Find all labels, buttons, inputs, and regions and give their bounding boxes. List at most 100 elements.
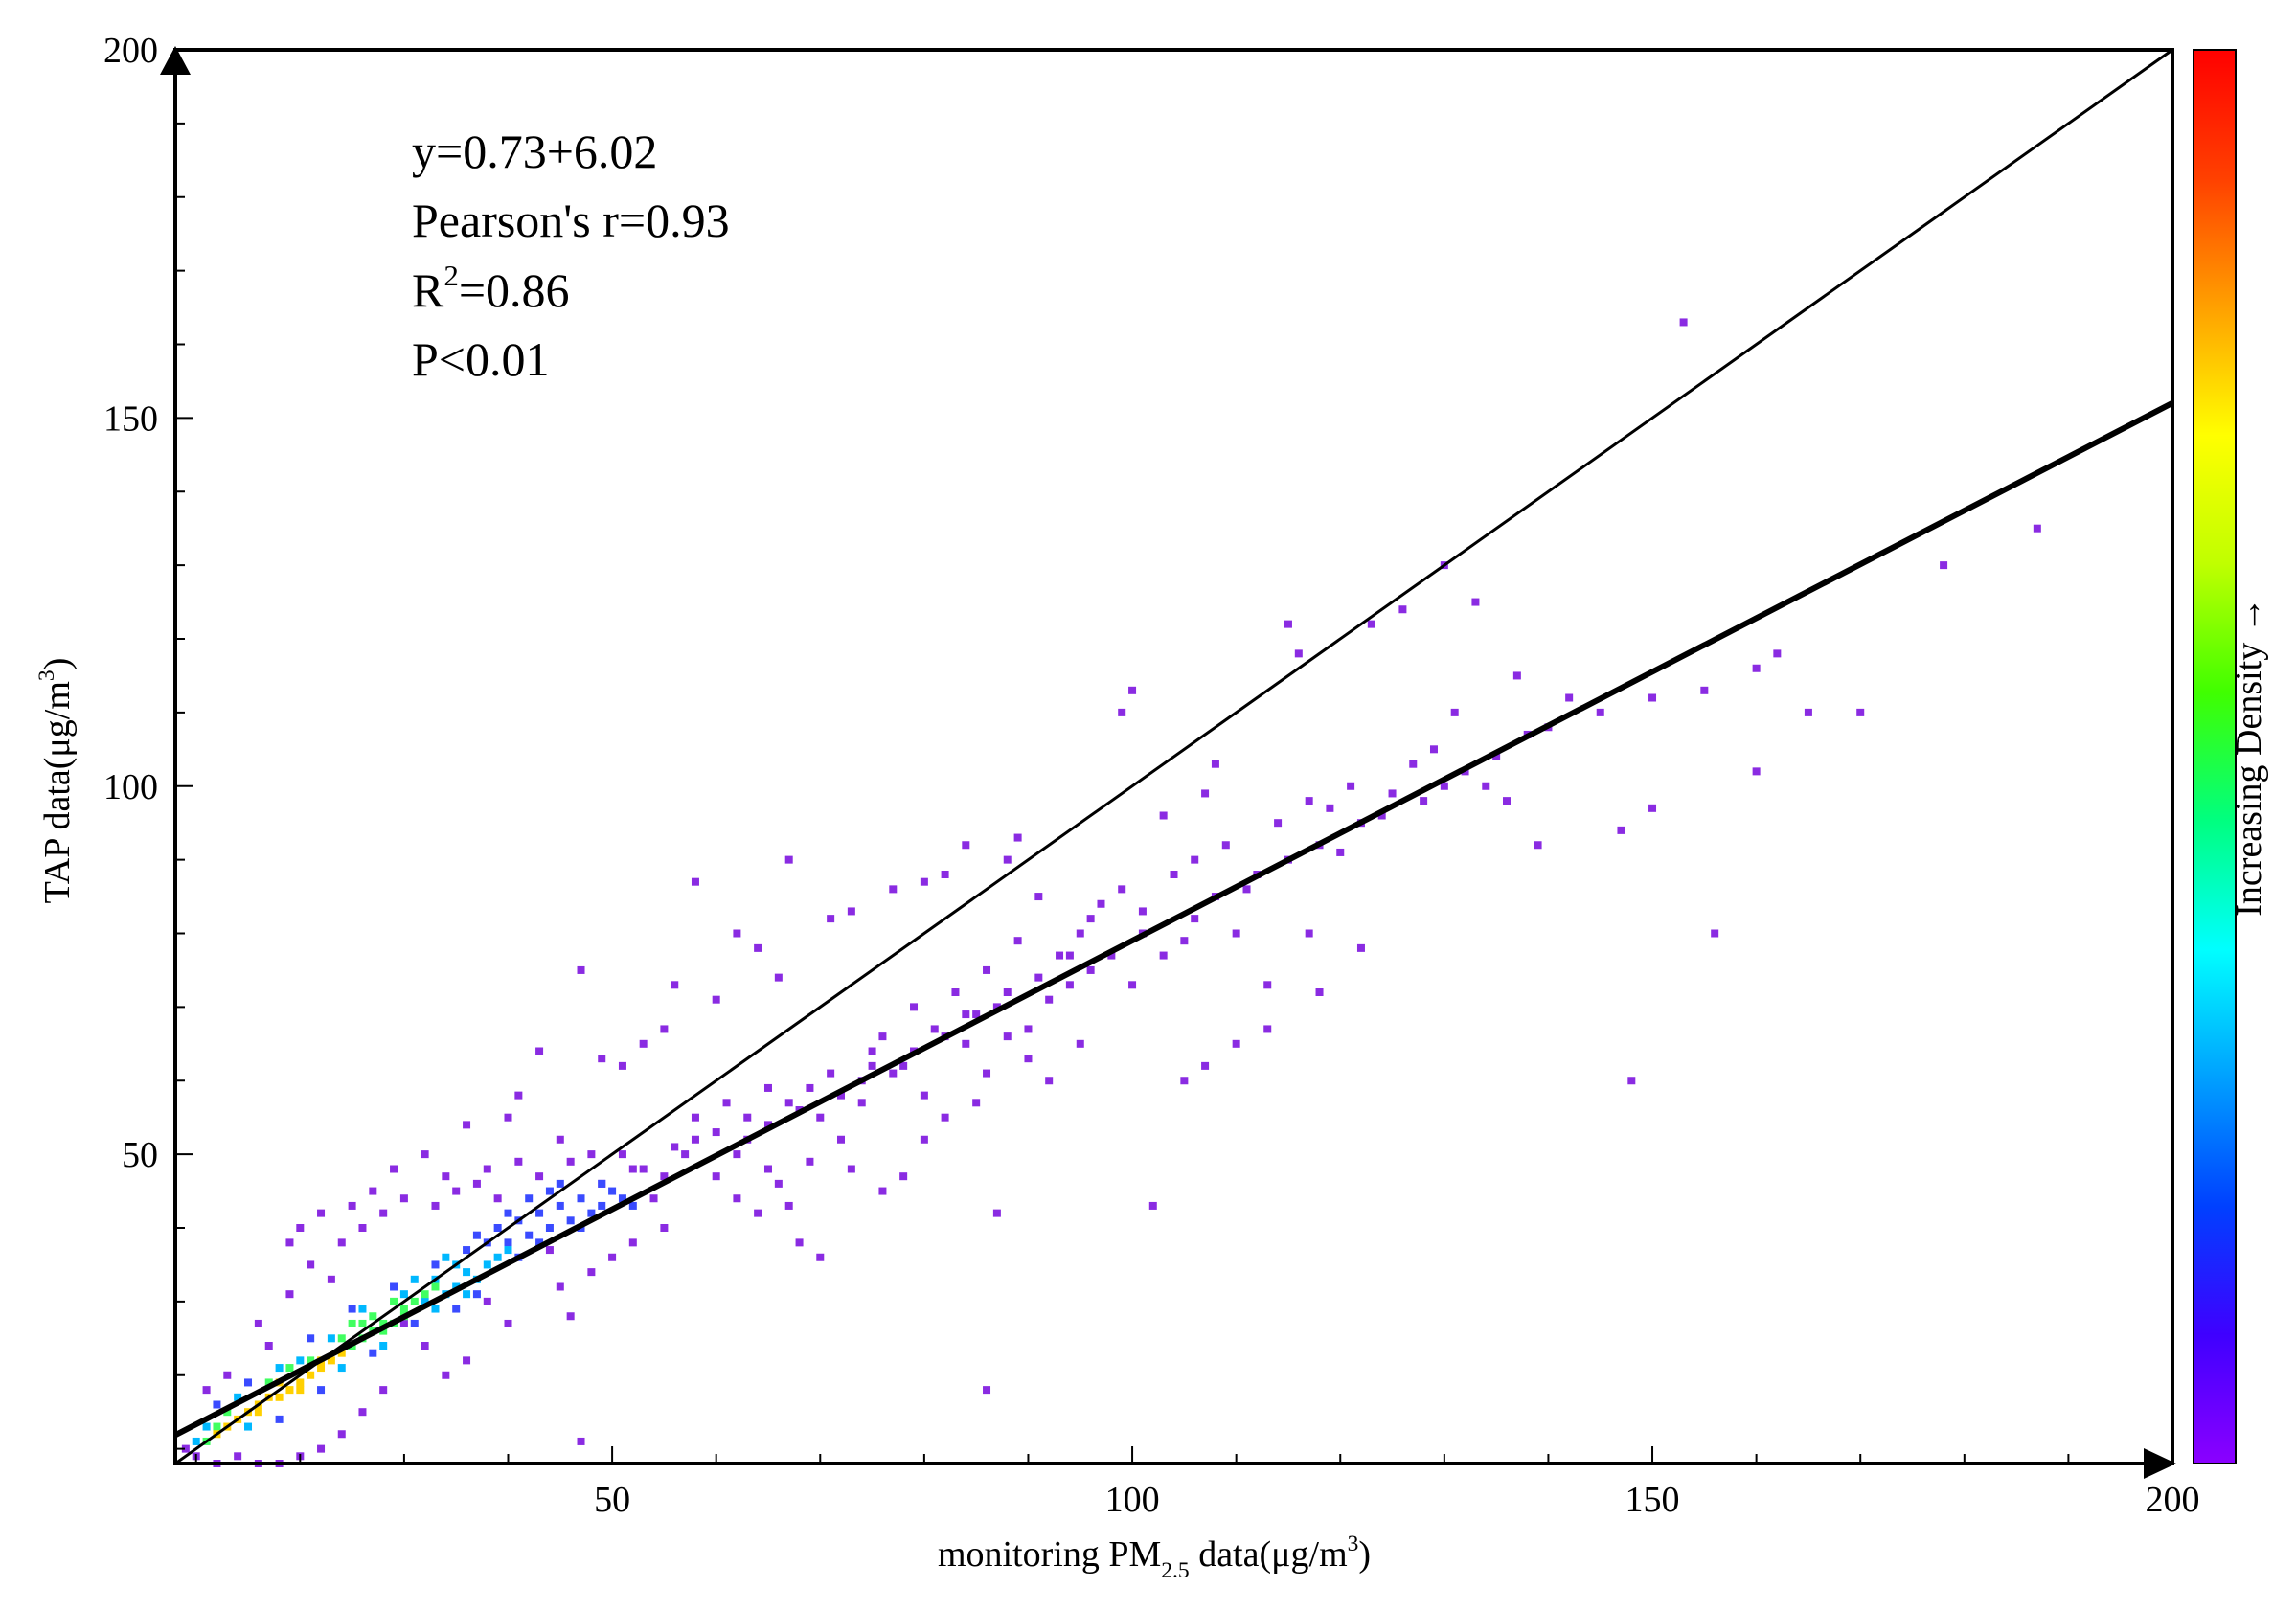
data-point (951, 988, 960, 996)
data-point (691, 877, 699, 886)
data-point (1711, 929, 1719, 938)
data-point (348, 1305, 356, 1313)
data-point (733, 1194, 741, 1203)
data-point (577, 1194, 585, 1203)
data-point (691, 1113, 699, 1122)
data-point (535, 1238, 544, 1247)
data-point (910, 1003, 919, 1011)
x-tick-label: 50 (594, 1480, 630, 1520)
data-point (285, 1290, 294, 1299)
data-point (930, 1025, 939, 1033)
data-point (899, 1061, 908, 1070)
data-point (1596, 708, 1604, 716)
data-point (1034, 893, 1043, 901)
data-point (681, 1150, 690, 1159)
data-point (421, 1150, 429, 1159)
data-point (628, 1238, 637, 1247)
data-point (1367, 620, 1375, 628)
data-point (452, 1187, 461, 1195)
data-point (275, 1415, 284, 1423)
p-value-text: P<0.01 (412, 332, 550, 386)
scatter-points (181, 318, 2041, 1467)
data-point (337, 1430, 346, 1439)
data-point (816, 1113, 825, 1122)
data-point (1294, 649, 1303, 658)
data-point (763, 1083, 772, 1092)
data-point (598, 1201, 606, 1210)
data-point (972, 1010, 981, 1019)
data-point (1003, 1032, 1012, 1041)
data-point (1617, 826, 1625, 834)
data-point (307, 1371, 315, 1379)
data-point (535, 1209, 544, 1217)
data-point (1450, 708, 1459, 716)
data-point (992, 1003, 1001, 1011)
data-point (556, 1135, 564, 1144)
data-point (317, 1209, 326, 1217)
data-point (452, 1305, 461, 1313)
data-point (1191, 855, 1199, 864)
data-point (1128, 981, 1137, 989)
data-point (1076, 1039, 1084, 1048)
data-point (181, 1444, 190, 1453)
data-point (556, 1179, 564, 1188)
data-point (504, 1209, 512, 1217)
data-point (962, 1010, 970, 1019)
data-point (691, 1135, 699, 1144)
data-point (327, 1334, 335, 1343)
data-point (1492, 753, 1501, 760)
data-point (264, 1378, 273, 1387)
data-point (618, 1061, 626, 1070)
data-point (410, 1297, 419, 1305)
data-point (254, 1319, 262, 1327)
data-point (472, 1179, 481, 1188)
data-point (618, 1194, 626, 1203)
data-point (421, 1297, 429, 1305)
data-point (962, 1039, 970, 1048)
data-point (992, 1209, 1001, 1217)
data-point (1856, 708, 1865, 716)
data-point (920, 877, 928, 886)
data-point (358, 1305, 367, 1313)
data-point (399, 1319, 408, 1327)
data-point (1242, 885, 1251, 894)
data-point (827, 915, 835, 923)
data-point (234, 1452, 242, 1461)
data-point (442, 1172, 450, 1181)
data-point (1305, 929, 1313, 938)
data-point (1263, 1025, 1272, 1033)
data-point (566, 1216, 575, 1225)
data-point (379, 1342, 388, 1350)
y-axis-arrow (160, 46, 191, 75)
data-point (628, 1201, 637, 1210)
data-point (410, 1319, 419, 1327)
data-point (1648, 804, 1657, 812)
data-point (307, 1356, 315, 1365)
data-point (337, 1349, 346, 1357)
data-point (369, 1312, 377, 1321)
data-point (920, 1135, 928, 1144)
data-point (1804, 708, 1812, 716)
data-point (983, 965, 991, 974)
data-point (317, 1364, 326, 1373)
data-point (1284, 620, 1292, 628)
data-point (1086, 915, 1095, 923)
data-point (837, 1091, 845, 1100)
data-point (577, 965, 585, 974)
data-point (483, 1297, 491, 1305)
data-point (504, 1238, 512, 1247)
data-point (421, 1290, 429, 1299)
data-point (285, 1364, 294, 1373)
data-point (296, 1378, 305, 1387)
x-tick-label: 200 (2146, 1480, 2200, 1520)
data-point (337, 1334, 346, 1343)
data-point (1170, 871, 1178, 878)
data-point (1003, 988, 1012, 996)
data-point (784, 1201, 793, 1210)
data-point (598, 1179, 606, 1188)
data-point (275, 1393, 284, 1401)
data-point (421, 1342, 429, 1350)
data-point (358, 1319, 367, 1327)
data-point (941, 871, 949, 878)
